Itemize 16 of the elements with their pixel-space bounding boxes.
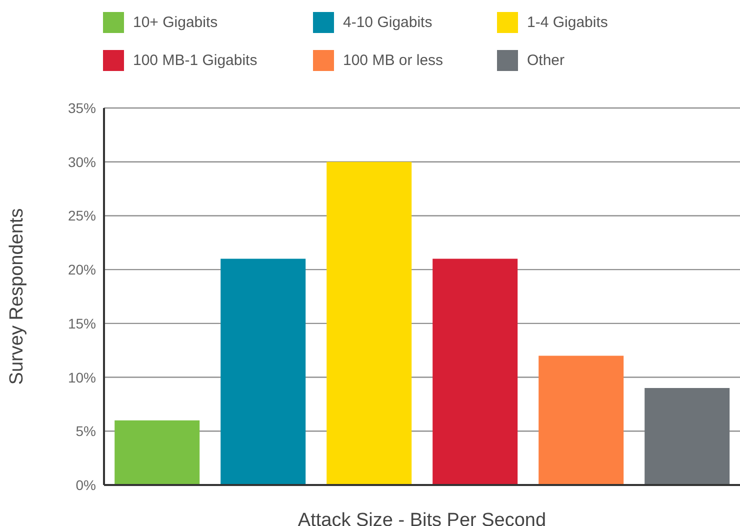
legend-label: Other (527, 52, 565, 68)
y-tick-label: 10% (68, 369, 96, 386)
y-tick-label: 25% (68, 208, 96, 224)
y-tick-label: 35% (68, 100, 96, 116)
legend-label: 10+ Gigabits (133, 14, 218, 30)
y-axis-title: Survey Respondents (6, 208, 28, 385)
legend-label: 1-4 Gigabits (527, 14, 608, 30)
legend-label: 4-10 Gigabits (343, 14, 432, 30)
legend-label: 100 MB-1 Gigabits (133, 52, 258, 68)
y-tick-label: 15% (68, 315, 96, 332)
y-tick-label: 30% (68, 154, 96, 170)
x-axis-title: Attack Size - Bits Per Second (298, 510, 546, 526)
y-tick-label: 0% (76, 476, 96, 493)
y-tick-label: 20% (68, 262, 96, 278)
y-tick-label: 5% (76, 423, 96, 440)
legend-label: 100 MB or less (343, 52, 444, 68)
